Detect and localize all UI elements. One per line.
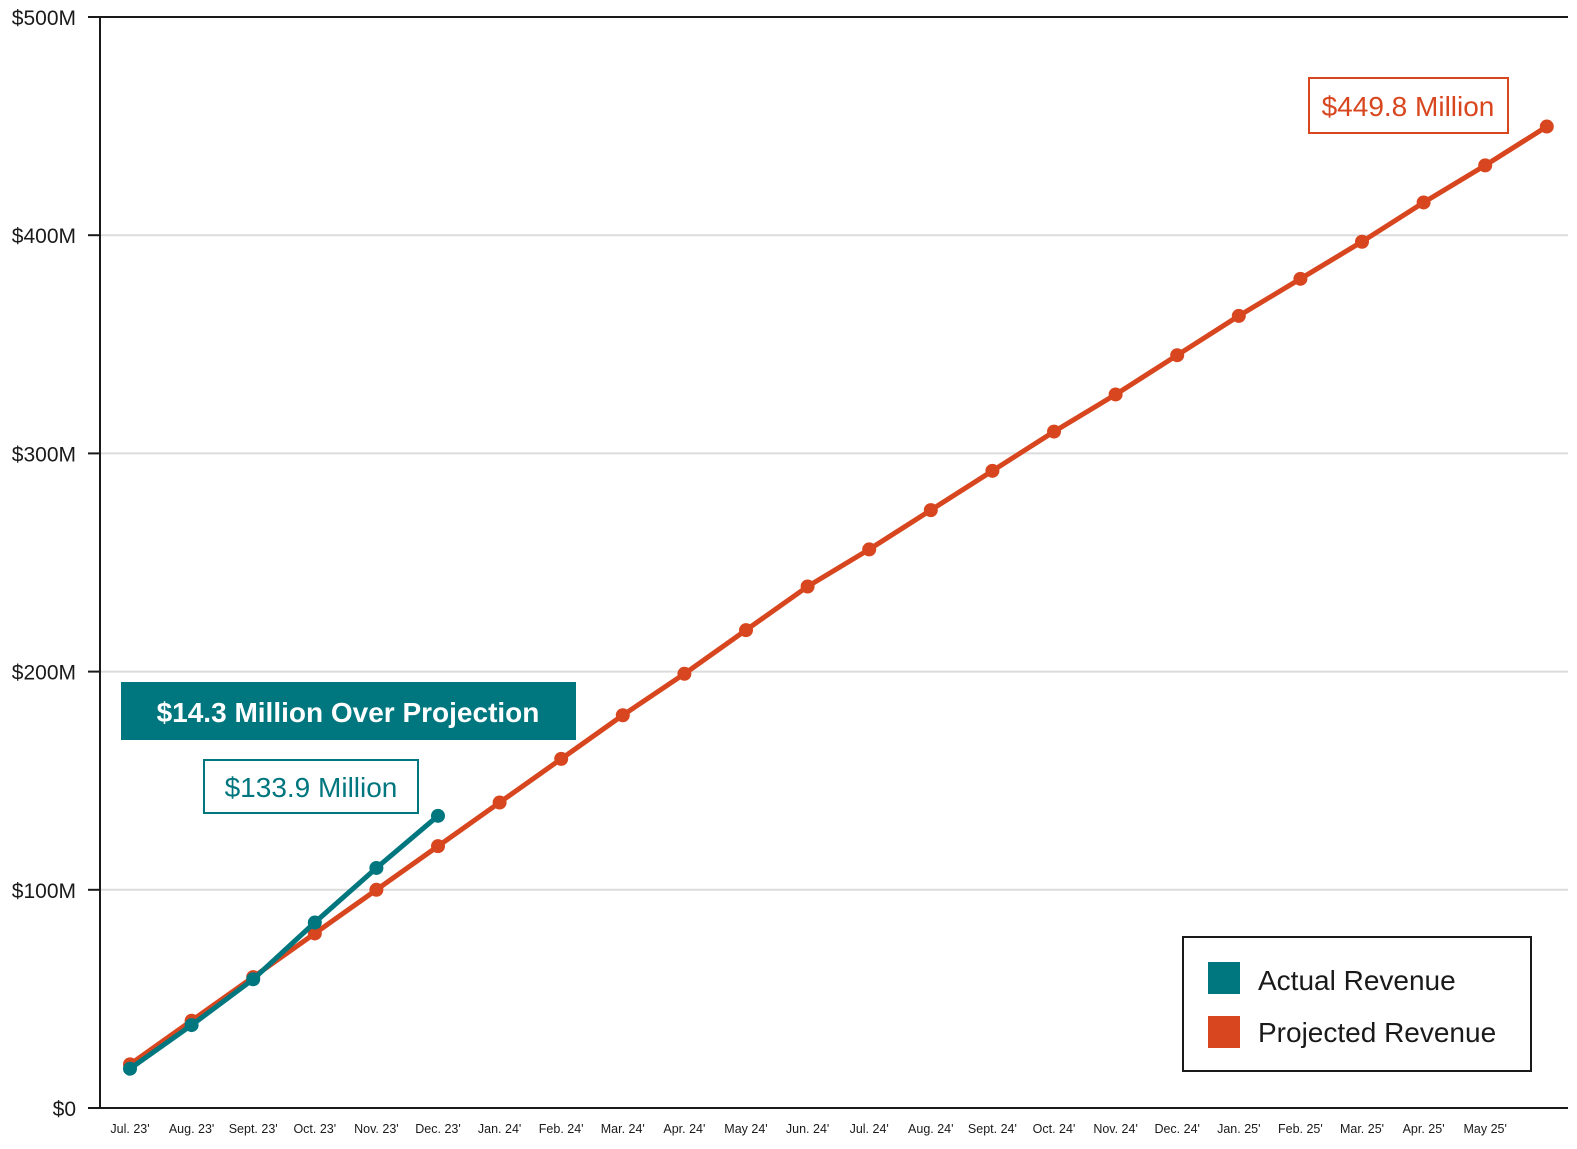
x-tick-label: Jan. 25' — [1217, 1122, 1260, 1136]
y-tick-label: $300M — [12, 443, 76, 466]
data-point-projected — [1047, 424, 1061, 439]
data-point-projected — [862, 542, 877, 557]
x-tick-label: Feb. 25' — [1278, 1122, 1323, 1136]
legend-label-actual: Actual Revenue — [1258, 965, 1456, 996]
data-point-projected — [492, 795, 507, 810]
over-projection-banner: $14.3 Million Over Projection — [121, 682, 576, 740]
y-tick-label: $100M — [12, 880, 76, 903]
data-point-actual — [184, 1018, 199, 1033]
data-point-projected — [431, 839, 445, 854]
x-tick-label: Dec. 23' — [415, 1122, 460, 1136]
data-point-projected — [1355, 234, 1369, 249]
legend-box — [1182, 936, 1532, 1072]
data-point-projected — [1293, 271, 1308, 286]
data-point-projected — [369, 882, 384, 897]
actual-callout: $133.9 Million — [203, 759, 419, 814]
data-point-projected — [1108, 387, 1123, 402]
legend-swatch-projected — [1208, 1016, 1240, 1048]
x-tick-label: Mar. 24' — [601, 1122, 645, 1136]
y-tick-label: $500M — [12, 7, 76, 30]
banner-background — [121, 682, 576, 740]
projected-callout-box — [1308, 77, 1509, 134]
y-tick-label: $400M — [12, 225, 76, 248]
data-point-projected — [1478, 158, 1493, 173]
projected-callout: $449.8 Million — [1308, 77, 1509, 134]
data-point-projected — [739, 623, 753, 638]
actual-callout-box — [203, 759, 419, 814]
legend-swatch-actual — [1208, 962, 1240, 994]
x-tick-label: Jan. 24' — [478, 1122, 521, 1136]
x-tick-label: Apr. 25' — [1403, 1122, 1445, 1136]
data-point-projected — [923, 503, 938, 518]
projected-callout-text: $449.8 Million — [1322, 91, 1495, 122]
data-point-actual — [307, 915, 322, 930]
actual-callout-text: $133.9 Million — [225, 772, 398, 803]
x-tick-label: Jun. 24' — [786, 1122, 829, 1136]
data-point-actual — [246, 972, 261, 987]
x-tick-label: Oct. 23' — [293, 1122, 336, 1136]
x-tick-label: Sept. 23' — [229, 1122, 278, 1136]
data-point-projected — [1170, 348, 1185, 363]
y-tick-label: $0 — [53, 1098, 76, 1121]
legend: Actual Revenue Projected Revenue — [1182, 936, 1532, 1072]
data-point-projected — [554, 751, 569, 766]
x-tick-label: Oct. 24' — [1033, 1122, 1076, 1136]
y-tick-labels: $0 $100M $200M $300M $400M $500M — [12, 7, 100, 1121]
series-line-actual — [127, 813, 441, 1072]
x-tick-label: Jul. 24' — [850, 1122, 889, 1136]
y-tick-label: $200M — [12, 662, 76, 685]
x-tick-label: Nov. 23' — [354, 1122, 399, 1136]
data-point-actual — [123, 1061, 137, 1076]
legend-label-projected: Projected Revenue — [1258, 1017, 1496, 1048]
x-tick-label: Jul. 23' — [110, 1122, 149, 1136]
x-tick-label: Mar. 25' — [1340, 1122, 1384, 1136]
data-point-projected — [1231, 308, 1246, 323]
x-tick-label: Apr. 24' — [663, 1122, 705, 1136]
data-point-projected — [1416, 195, 1431, 210]
data-point-actual — [369, 860, 384, 875]
data-point-projected — [615, 708, 630, 723]
x-tick-label: Aug. 23' — [169, 1122, 214, 1136]
data-point-projected — [677, 666, 692, 681]
x-tick-label: Feb. 24' — [539, 1122, 584, 1136]
x-tick-label: Nov. 24' — [1093, 1122, 1138, 1136]
data-point-projected — [1539, 119, 1554, 134]
x-tick-label: Sept. 24' — [968, 1122, 1017, 1136]
data-point-actual — [431, 808, 445, 823]
data-point-projected — [800, 579, 815, 594]
x-tick-label: May 25' — [1464, 1122, 1507, 1136]
gridlines — [100, 234, 1568, 891]
axes — [99, 16, 1568, 1109]
x-tick-label: Dec. 24' — [1154, 1122, 1199, 1136]
x-tick-labels: Jul. 23' Aug. 23' Sept. 23' Oct. 23' Nov. 23… — [110, 1122, 1507, 1136]
x-tick-label: May 24' — [724, 1122, 767, 1136]
banner-text: $14.3 Million Over Projection — [157, 697, 540, 728]
data-point-projected — [307, 926, 322, 941]
series-line-projected — [127, 124, 1550, 1067]
data-point-projected — [985, 463, 1000, 478]
series-lines — [123, 119, 1554, 1076]
x-tick-label: Aug. 24' — [908, 1122, 953, 1136]
